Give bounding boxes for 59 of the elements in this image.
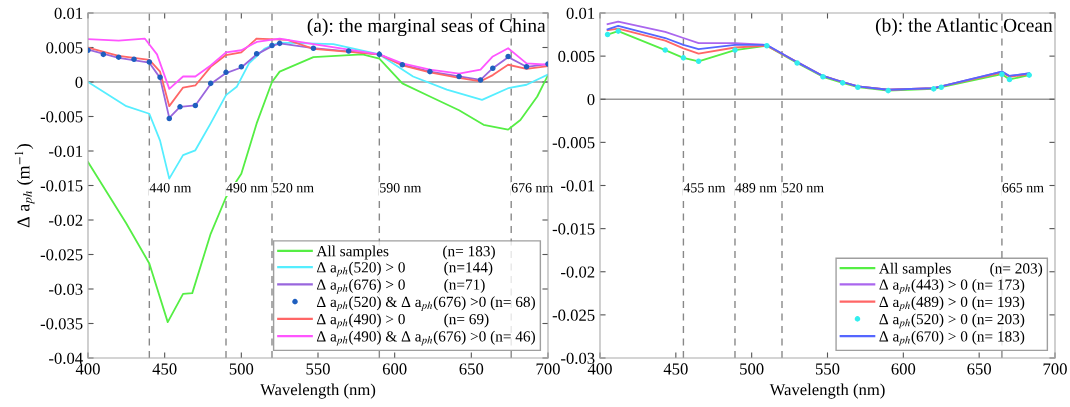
legend-label: All samples (n= 183) xyxy=(316,245,495,260)
y-tick-label: -0.03 xyxy=(561,352,595,365)
y-tick-label: -0.005 xyxy=(40,111,83,123)
x-tick-label: 700 xyxy=(536,363,560,375)
legend-label: Δ a$_{ph}$(490) & Δ a$_{ph}$(676) >0 (n= 46) xyxy=(316,330,535,346)
ref-line-label: 665 nm xyxy=(1002,183,1044,193)
x-tick-label: 700 xyxy=(1043,363,1067,375)
y-tick-label: 0.01 xyxy=(54,7,83,20)
x-tick-label: 650 xyxy=(967,363,992,375)
legend-label: Δ a$_{ph}$(520) > 0 (n= 203) xyxy=(879,313,1025,329)
x-tick-label: 400 xyxy=(587,363,612,375)
x-tick-label: 650 xyxy=(459,363,484,375)
ref-line-label: 676 nm xyxy=(511,183,554,193)
y-tick-label: -0.04 xyxy=(49,352,83,365)
x-tick-label: 600 xyxy=(891,363,916,375)
legend-label: Δ a$_{ph}$(676) > 0 (n=71) xyxy=(316,279,485,294)
ref-line-label: 455 nm xyxy=(683,183,726,193)
ref-line-label: 590 nm xyxy=(380,183,422,193)
y-tick-label: -0.02 xyxy=(561,266,595,278)
ref-line-label: 490 nm xyxy=(226,183,268,193)
y-tick-label: 0.005 xyxy=(46,42,83,54)
x-tick-label: 500 xyxy=(229,363,254,375)
y-tick-label: -0.03 xyxy=(49,283,83,296)
legend-label: Δ a$_{ph}$(443) > 0 (n= 173) xyxy=(879,279,1025,294)
y-tick-label: 0.005 xyxy=(558,50,595,63)
y-tick-label: -0.025 xyxy=(552,309,595,321)
legend-label: Δ a$_{ph}$(489) > 0 (n= 193) xyxy=(879,296,1025,312)
legend-label: Δ a$_{ph}$(520) > 0 (n=144) xyxy=(316,261,493,277)
y-tick-label: -0.01 xyxy=(561,180,595,192)
x-tick-label: 450 xyxy=(663,363,688,375)
y-tick-label: -0.025 xyxy=(40,249,83,261)
ref-line-label: 489 nm xyxy=(735,183,777,193)
legend-label: Δ a$_{ph}$(490) > 0 (n= 69) xyxy=(316,313,489,329)
x-tick-label: 400 xyxy=(75,363,100,375)
x-tick-label: 550 xyxy=(815,363,840,375)
chart-title: (b): the Atlantic Ocean xyxy=(875,18,1053,36)
x-tick-label: 450 xyxy=(152,363,177,375)
legend-label: All samples (n= 203) xyxy=(879,262,1043,277)
y-tick-label: -0.035 xyxy=(40,318,83,330)
y-axis-title: Δ a$_{ph}$ (m$^{−1}$) xyxy=(14,144,35,228)
y-tick-label: 0 xyxy=(75,76,83,88)
x-axis-title: Wavelength (nm) xyxy=(769,383,885,399)
legend-label: Δ a$_{ph}$(670) > 0 (n= 183) xyxy=(879,330,1025,346)
y-tick-label: -0.01 xyxy=(49,145,83,158)
x-tick-label: 550 xyxy=(306,363,330,375)
legend-label: Δ a$_{ph}$(520) & Δ a$_{ph}$(676) >0 (n= 68) xyxy=(316,296,535,312)
x-tick-label: 500 xyxy=(740,363,764,375)
x-axis-title: Wavelength (nm) xyxy=(260,383,376,399)
ref-line-label: 520 nm xyxy=(782,183,824,193)
x-tick-label: 600 xyxy=(382,363,407,375)
chart-title: (a): the marginal seas of China xyxy=(307,18,546,37)
ref-line-label: 520 nm xyxy=(272,183,314,193)
y-tick-label: 0 xyxy=(587,93,595,106)
y-tick-label: -0.005 xyxy=(552,137,595,149)
y-tick-label: -0.015 xyxy=(40,180,83,192)
y-tick-label: -0.015 xyxy=(552,223,595,235)
ref-line-label: 440 nm xyxy=(149,183,192,193)
y-tick-label: 0.01 xyxy=(566,7,595,20)
y-tick-label: -0.02 xyxy=(49,214,83,227)
